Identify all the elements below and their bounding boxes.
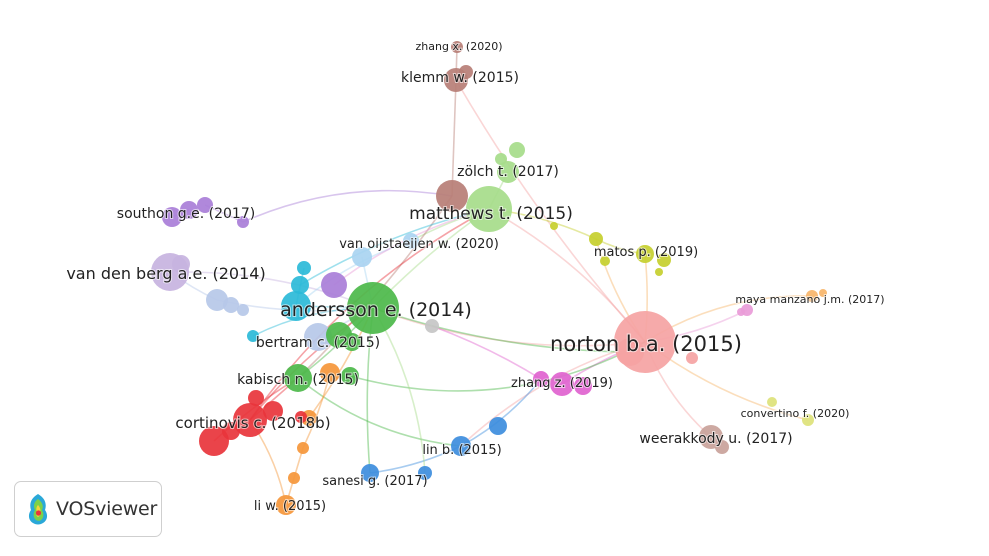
node-kab-or[interactable] bbox=[320, 363, 340, 383]
node-label-convertino: convertino f. (2020) bbox=[741, 407, 850, 420]
node-linb[interactable] bbox=[451, 436, 471, 456]
node-kab-g[interactable] bbox=[341, 367, 359, 385]
node-grey[interactable] bbox=[425, 319, 439, 333]
node-sanesi1[interactable] bbox=[361, 464, 379, 482]
node-cort4[interactable] bbox=[248, 390, 264, 406]
node-label-vanoijstaeijen: van oijstaeijen w. (2020) bbox=[339, 237, 499, 252]
node-label-liw: li w. (2015) bbox=[254, 499, 326, 514]
network-link bbox=[242, 189, 453, 223]
node-label-norton: norton b.a. (2015) bbox=[550, 332, 742, 356]
node-norton2[interactable] bbox=[616, 338, 644, 366]
node-vdb2[interactable] bbox=[172, 255, 190, 273]
node-matos4[interactable] bbox=[600, 256, 610, 266]
network-link bbox=[297, 377, 462, 447]
node-label-vandenberg: van den berg a.e. (2014) bbox=[66, 264, 265, 283]
node-label-cortinovis: cortinovis c. (2018b) bbox=[175, 414, 330, 432]
network-link bbox=[299, 208, 490, 286]
node-zolch2[interactable] bbox=[509, 142, 525, 158]
node-teal4[interactable] bbox=[247, 330, 259, 342]
node-pinkfar[interactable] bbox=[686, 352, 698, 364]
node-linb2[interactable] bbox=[489, 417, 507, 435]
node-label-matos: matos p. (2019) bbox=[594, 245, 698, 260]
node-label-andersson: andersson e. (2014) bbox=[280, 299, 472, 321]
node-label-matthews: matthews t. (2015) bbox=[409, 204, 573, 224]
node-matos1[interactable] bbox=[636, 245, 654, 263]
node-zhangz3[interactable] bbox=[574, 377, 592, 395]
network-link bbox=[372, 307, 646, 347]
node-vanoij2[interactable] bbox=[403, 233, 419, 249]
node-or3[interactable] bbox=[288, 472, 300, 484]
node-cort5[interactable] bbox=[222, 422, 240, 440]
node-maya4[interactable] bbox=[819, 289, 827, 297]
node-pale3[interactable] bbox=[237, 304, 249, 316]
node-kabisch[interactable] bbox=[284, 364, 312, 392]
node-zhangx[interactable] bbox=[451, 41, 463, 53]
node-label-sanesi: sanesi g. (2017) bbox=[322, 474, 427, 489]
node-southon1[interactable] bbox=[162, 207, 182, 227]
node-zhangz1[interactable] bbox=[550, 372, 574, 396]
node-matthews[interactable] bbox=[466, 186, 512, 232]
node-zolch3[interactable] bbox=[495, 153, 507, 165]
node-label-zhangx: zhang x. (2020) bbox=[415, 40, 502, 53]
node-andersson[interactable] bbox=[347, 282, 399, 334]
node-cort1[interactable] bbox=[233, 403, 267, 437]
node-purple-mid[interactable] bbox=[321, 272, 347, 298]
node-southon3[interactable] bbox=[197, 197, 213, 213]
node-cort6[interactable] bbox=[295, 411, 307, 423]
node-matos2[interactable] bbox=[657, 253, 671, 267]
node-label-zolch: zölch t. (2017) bbox=[457, 164, 559, 180]
node-matos6[interactable] bbox=[655, 268, 663, 276]
node-cort3[interactable] bbox=[263, 401, 283, 421]
node-zolch[interactable] bbox=[497, 161, 519, 183]
network-link bbox=[349, 341, 646, 392]
node-maya3[interactable] bbox=[806, 290, 818, 302]
node-teal1[interactable] bbox=[281, 291, 311, 321]
node-zhangz2[interactable] bbox=[533, 371, 549, 387]
node-or2[interactable] bbox=[297, 442, 309, 454]
node-label-maya: maya manzano j.m. (2017) bbox=[735, 293, 884, 306]
node-cort2[interactable] bbox=[199, 426, 229, 456]
node-green3[interactable] bbox=[343, 333, 361, 351]
network-link bbox=[372, 307, 631, 353]
node-southon4[interactable] bbox=[237, 216, 249, 228]
node-maya2[interactable] bbox=[737, 308, 745, 316]
node-matos3[interactable] bbox=[589, 232, 603, 246]
node-matos5[interactable] bbox=[550, 222, 558, 230]
node-layer bbox=[151, 41, 827, 515]
network-link bbox=[460, 378, 542, 447]
vosviewer-logo: VOSviewer bbox=[14, 481, 162, 537]
logo-text: VOSviewer bbox=[56, 498, 158, 520]
node-label-zhangz: zhang z. (2019) bbox=[511, 376, 613, 391]
node-southon2[interactable] bbox=[180, 201, 198, 219]
node-bertram[interactable] bbox=[304, 323, 332, 351]
node-vanoij[interactable] bbox=[352, 247, 372, 267]
node-label-bertram: bertram c. (2015) bbox=[256, 335, 380, 351]
node-label-weerakkody: weerakkody u. (2017) bbox=[639, 431, 792, 447]
node-pale1[interactable] bbox=[206, 289, 228, 311]
node-label-linb: lin b. (2015) bbox=[422, 443, 501, 458]
node-teal2[interactable] bbox=[291, 276, 309, 294]
network-link bbox=[455, 79, 646, 343]
node-sanesi2[interactable] bbox=[418, 466, 432, 480]
node-conv1[interactable] bbox=[767, 397, 777, 407]
node-matth-red[interactable] bbox=[436, 180, 468, 212]
label-layer: norton b.a. (2015) andersson e. (2014) mat… bbox=[65, 39, 885, 515]
node-weer2[interactable] bbox=[715, 440, 729, 454]
node-label-kabisch: kabisch n. (2015) bbox=[237, 372, 359, 388]
node-teal3[interactable] bbox=[297, 261, 311, 275]
vosviewer-logo-icon bbox=[28, 494, 48, 525]
network-link bbox=[431, 325, 542, 380]
node-klemm2[interactable] bbox=[459, 65, 473, 79]
node-label-southon: southon g.e. (2017) bbox=[117, 206, 255, 222]
network-link bbox=[451, 79, 457, 197]
node-conv2[interactable] bbox=[802, 414, 814, 426]
node-liw[interactable] bbox=[276, 495, 296, 515]
node-label-klemm: klemm w. (2015) bbox=[401, 70, 519, 86]
node-pale2[interactable] bbox=[223, 297, 239, 313]
